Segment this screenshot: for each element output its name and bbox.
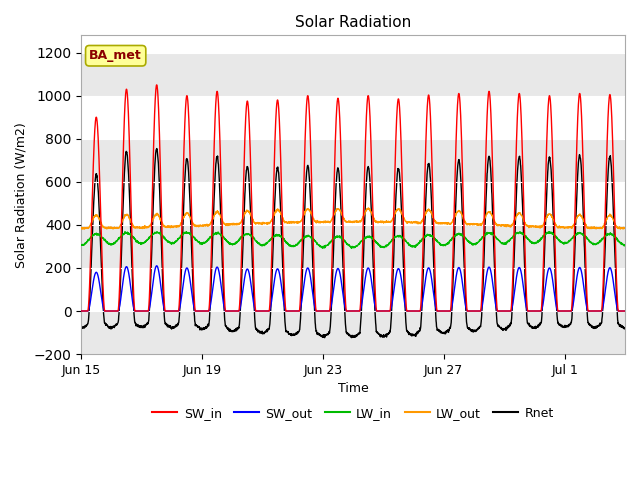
LW_out [551,222,559,228]
LW_in [551,234,559,240]
Line: LW_in: LW_in [81,232,625,248]
Line: LW_out: LW_out [81,208,625,229]
Rnet [551,271,559,276]
SW_out [163,308,171,314]
SW_out [198,308,205,314]
Rnet [321,335,328,341]
Title: Solar Radiation: Solar Radiation [295,15,412,30]
LW_in [121,229,129,235]
LW_out [163,225,171,230]
LW_out [275,208,282,214]
SW_out [153,263,161,269]
LW_in [198,241,205,247]
Bar [81,53,625,96]
SW_in [621,308,629,314]
Bar [81,139,625,182]
LW_out [198,223,205,228]
SW_in [163,308,171,314]
Rnet [275,170,282,176]
Rnet [130,308,138,314]
SW_in [77,308,85,314]
LW_in [371,237,378,243]
LW_in [163,238,171,243]
SW_out [275,267,282,273]
LW_out [78,226,86,232]
Y-axis label: Solar Radiation (W/m2): Solar Radiation (W/m2) [15,122,28,267]
LW_out [621,225,629,231]
SW_in [153,82,161,88]
Line: SW_out: SW_out [81,266,625,311]
LW_in [130,234,138,240]
Rnet [198,327,205,333]
SW_out [621,308,629,314]
SW_out [371,300,378,305]
Line: SW_in: SW_in [81,85,625,311]
SW_out [77,308,85,314]
Bar [81,225,625,268]
Legend: SW_in, SW_out, LW_in, LW_out, Rnet: SW_in, SW_out, LW_in, LW_out, Rnet [147,402,559,425]
LW_in [348,245,356,251]
Rnet [371,299,378,304]
LW_out [371,218,378,224]
LW_in [77,242,85,248]
Rnet [621,326,629,332]
LW_in [621,243,629,249]
Line: Rnet: Rnet [81,148,625,338]
LW_out [365,205,372,211]
SW_out [130,306,138,312]
Text: BA_met: BA_met [90,49,142,62]
SW_in [130,296,138,301]
SW_in [371,265,378,271]
LW_out [130,224,138,230]
SW_in [198,308,205,314]
SW_out [551,294,559,300]
Rnet [153,145,161,151]
SW_in [275,105,282,111]
LW_in [275,232,282,238]
Rnet [163,321,171,327]
Rnet [77,325,85,331]
LW_out [77,225,85,231]
X-axis label: Time: Time [338,383,369,396]
SW_in [551,239,559,244]
Bar [81,311,625,354]
